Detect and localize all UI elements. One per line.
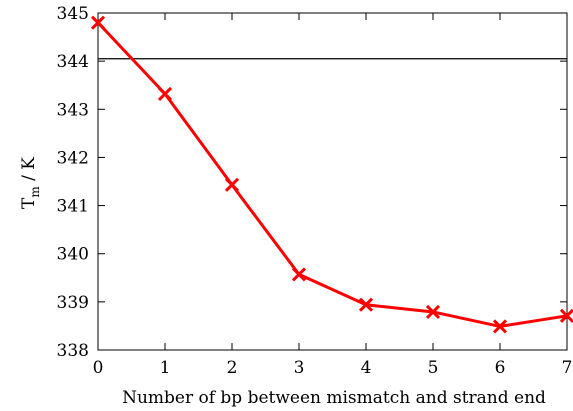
- x-tick-label: 7: [562, 358, 573, 378]
- y-tick-label: 343: [57, 100, 89, 120]
- data-point: [358, 297, 374, 312]
- x-tick-label: 2: [227, 358, 238, 378]
- data-point: [157, 86, 173, 101]
- y-axis-label: Tm / K: [19, 157, 42, 209]
- y-axis-label-sub: m: [28, 186, 42, 198]
- y-axis-label-main: T: [19, 197, 39, 209]
- data-point: [224, 177, 240, 192]
- data-point: [559, 308, 573, 323]
- x-tick-label: 1: [160, 358, 171, 378]
- x-axis-label: Number of bp between mismatch and strand…: [122, 388, 546, 408]
- marker-stroke: [224, 177, 240, 192]
- y-tick-label: 340: [57, 245, 89, 265]
- y-tick-label: 341: [57, 197, 89, 217]
- y-tick-label: 345: [57, 4, 89, 24]
- y-tick-label: 338: [57, 341, 89, 361]
- data-point: [492, 319, 508, 334]
- x-tick-label: 3: [294, 358, 305, 378]
- x-tick-label: 0: [93, 358, 104, 378]
- marker-stroke: [425, 304, 441, 320]
- x-tick-label: 4: [361, 358, 372, 378]
- marker-stroke: [291, 267, 307, 282]
- plot-frame: [97, 12, 568, 351]
- marker-stroke: [492, 319, 508, 334]
- data-point: [90, 15, 106, 30]
- marker-stroke: [559, 308, 573, 323]
- data-point: [291, 267, 307, 282]
- x-tick-label: 5: [428, 358, 439, 378]
- data-point: [425, 304, 441, 320]
- marker-stroke: [157, 86, 173, 101]
- plot-area: [97, 12, 568, 351]
- y-tick-label: 339: [57, 293, 89, 313]
- y-axis-label-rest: / K: [19, 157, 39, 187]
- y-tick-label: 344: [57, 52, 89, 72]
- marker-stroke: [358, 297, 374, 312]
- ticks-layer: [97, 12, 568, 351]
- marker-stroke: [90, 15, 106, 30]
- series-layer: [90, 15, 573, 334]
- y-tick-label: 342: [57, 148, 89, 168]
- series-line: [96, 21, 568, 328]
- x-tick-label: 6: [495, 358, 506, 378]
